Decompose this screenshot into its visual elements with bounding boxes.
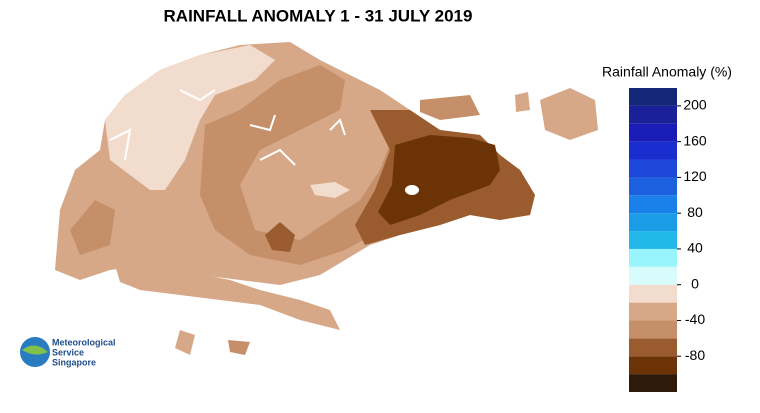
- legend-bin: [629, 374, 677, 392]
- logo: Meteorological Service Singapore: [20, 337, 116, 367]
- legend-bin: [629, 105, 677, 124]
- east-island: [540, 88, 598, 140]
- zone-mid-2: [70, 200, 115, 255]
- zone-light-2: [310, 182, 350, 198]
- legend-bin: [629, 338, 677, 357]
- logo-text: Singapore: [52, 357, 96, 367]
- islet: [228, 340, 250, 355]
- lake: [405, 185, 419, 195]
- zone-darker: [378, 135, 500, 225]
- legend-bin: [629, 123, 677, 142]
- legend-bin: [629, 284, 677, 303]
- legend-bin: [629, 141, 677, 160]
- islet: [515, 92, 530, 112]
- logo-icon: [22, 345, 48, 355]
- zone-dark-2: [265, 222, 295, 252]
- legend-bin: [629, 356, 677, 375]
- legend-bin: [629, 159, 677, 178]
- legend-tick-label: -80: [685, 347, 705, 363]
- rivers: [109, 89, 346, 166]
- islet: [175, 330, 195, 355]
- legend-bin: [629, 302, 677, 321]
- legend-bin: [629, 177, 677, 196]
- logo-text: Service: [52, 347, 84, 357]
- islet: [420, 95, 480, 120]
- title: RAINFALL ANOMALY 1 - 31 JULY 2019: [164, 6, 473, 25]
- legend: 200 160 120 80 40 0 -40 -80: [629, 88, 707, 392]
- legend-title: Rainfall Anomaly (%): [602, 64, 732, 80]
- legend-tick-label: 40: [687, 240, 703, 256]
- south-islands: [115, 262, 340, 330]
- legend-bin: [629, 231, 677, 249]
- legend-bin: [629, 195, 677, 214]
- logo-text: Meteorological: [52, 337, 116, 347]
- legend-bin: [629, 213, 677, 232]
- legend-tick-label: 160: [683, 132, 707, 148]
- legend-tick-label: 200: [683, 97, 707, 113]
- zone-light: [105, 45, 275, 190]
- zone-mid: [200, 65, 480, 265]
- legend-bin: [629, 266, 677, 285]
- legend-tick-label: 120: [683, 168, 707, 184]
- legend-bin: [629, 248, 677, 267]
- legend-tick-label: -40: [685, 311, 705, 327]
- legend-bin: [629, 320, 677, 339]
- legend-tick-label: 80: [687, 204, 703, 220]
- map: [55, 42, 598, 355]
- legend-tick-label: 0: [691, 275, 699, 291]
- legend-bin: [629, 88, 677, 106]
